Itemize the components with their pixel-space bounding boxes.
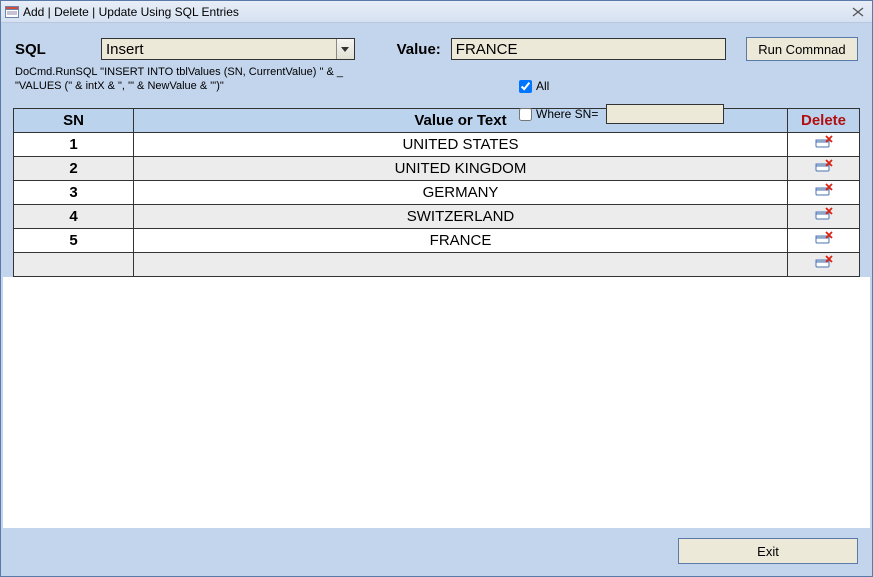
cell-sn: 5 [14, 228, 134, 252]
table-row: 3GERMANY [14, 180, 860, 204]
all-label: All [536, 79, 549, 93]
value-label: Value: [397, 41, 441, 58]
form-icon [5, 6, 19, 18]
footer: Exit [1, 528, 872, 576]
cell-value: GERMANY [134, 180, 788, 204]
cell-value: FRANCE [134, 228, 788, 252]
table-row: 4SWITZERLAND [14, 204, 860, 228]
wheresn-input[interactable] [606, 104, 724, 124]
delete-row-icon[interactable] [815, 159, 833, 173]
cell-sn: 1 [14, 132, 134, 156]
window-frame: Add | Delete | Update Using SQL Entries … [0, 0, 873, 577]
value-input[interactable] [451, 38, 726, 60]
chevron-down-icon[interactable] [336, 39, 354, 59]
sql-code-text: DoCmd.RunSQL "INSERT INTO tblValues (SN,… [15, 65, 858, 94]
run-command-button[interactable]: Run Commnad [746, 37, 858, 61]
sql-select-value: Insert [106, 41, 144, 58]
delete-row-icon[interactable] [815, 207, 833, 221]
cell-sn [14, 252, 134, 276]
all-checkbox[interactable] [519, 80, 532, 93]
grid-header-row: SN Value or Text Delete [14, 108, 860, 132]
exit-button[interactable]: Exit [678, 538, 858, 564]
wheresn-label: Where SN= [536, 107, 598, 121]
delete-row-icon[interactable] [815, 135, 833, 149]
table-row: 5FRANCE [14, 228, 860, 252]
cell-value [134, 252, 788, 276]
delete-row-icon[interactable] [815, 255, 833, 269]
filter-panel: All Where SN= [519, 75, 724, 131]
sql-label: SQL [15, 41, 93, 58]
cell-value: UNITED STATES [134, 132, 788, 156]
cell-value: UNITED KINGDOM [134, 156, 788, 180]
form-panel: SQL Insert Value: Run Commnad DoCmd.RunS… [1, 23, 872, 102]
table-row [14, 252, 860, 276]
cell-value: SWITZERLAND [134, 204, 788, 228]
delete-row-icon[interactable] [815, 231, 833, 245]
titlebar: Add | Delete | Update Using SQL Entries [1, 1, 872, 23]
sql-select[interactable]: Insert [101, 38, 355, 60]
delete-row-icon[interactable] [815, 183, 833, 197]
col-sn: SN [14, 108, 134, 132]
window-title: Add | Delete | Update Using SQL Entries [23, 5, 848, 19]
grid-empty-area [3, 277, 870, 528]
cell-sn: 3 [14, 180, 134, 204]
data-grid: SN Value or Text Delete 1UNITED STATES2U… [13, 108, 860, 277]
close-icon[interactable] [848, 5, 868, 19]
cell-sn: 2 [14, 156, 134, 180]
table-row: 2UNITED KINGDOM [14, 156, 860, 180]
table-row: 1UNITED STATES [14, 132, 860, 156]
cell-sn: 4 [14, 204, 134, 228]
wheresn-checkbox[interactable] [519, 108, 532, 121]
col-delete: Delete [788, 108, 860, 132]
